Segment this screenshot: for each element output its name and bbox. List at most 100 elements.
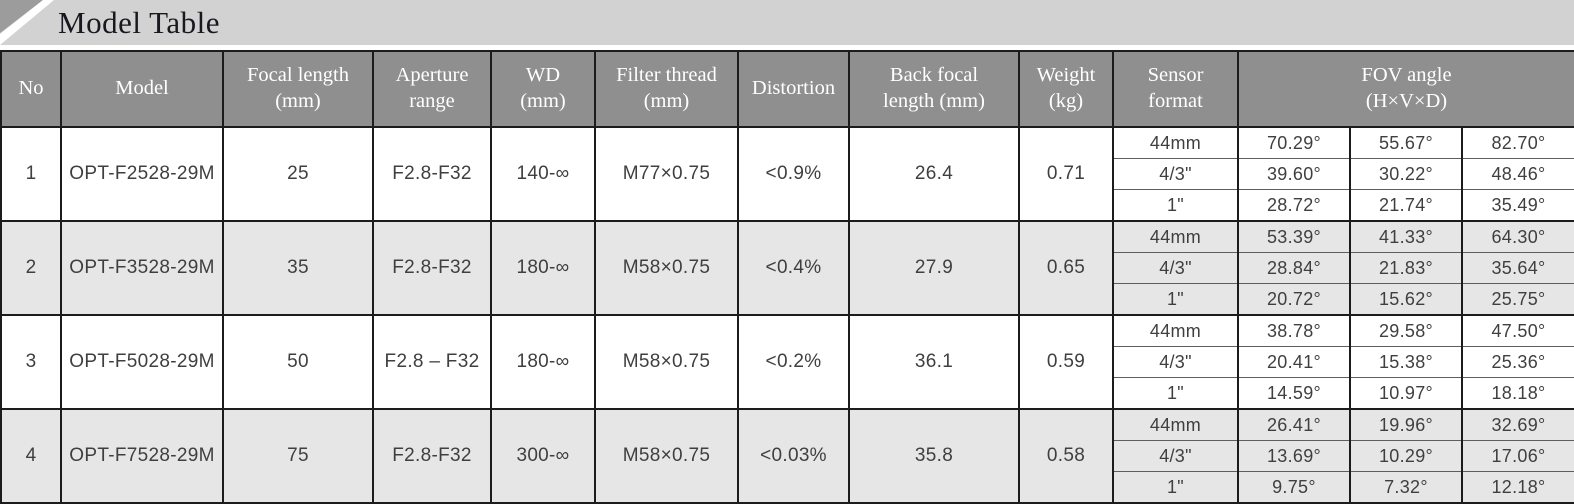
fov-h-cell: 26.41° [1237, 408, 1351, 441]
no-cell: 4 [0, 408, 62, 503]
aperture-range-cell: F2.8-F32 [372, 220, 492, 315]
fov-v-cell: 21.83° [1349, 252, 1463, 284]
fov-d-cell: 17.06° [1460, 440, 1574, 472]
fov-h-cell: 38.78° [1237, 314, 1351, 347]
distortion-cell: <0.9% [737, 126, 850, 221]
filter-thread-cell: M58×0.75 [594, 314, 739, 409]
sensor-format-cell: 1" [1112, 189, 1239, 221]
model-cell: OPT-F7528-29M [60, 408, 224, 503]
column-header-focal-length: Focal length (mm) [222, 50, 374, 128]
sensor-format-cell: 44mm [1112, 408, 1239, 441]
fov-v-cell: 30.22° [1349, 158, 1463, 190]
focal-length-cell: 75 [222, 408, 374, 503]
column-header-weight: Weight (kg) [1018, 50, 1114, 128]
fov-v-cell: 21.74° [1349, 189, 1463, 221]
sensor-format-cell: 44mm [1112, 220, 1239, 253]
table-row: 4/3" 28.84° 21.83° 35.64° [1, 252, 1574, 284]
fov-d-cell: 25.36° [1460, 346, 1574, 378]
back-focal-length-cell: 36.1 [848, 314, 1020, 409]
table-row: 1" 20.72° 15.62° 25.75° [1, 283, 1574, 315]
fov-h-cell: 70.29° [1237, 126, 1351, 159]
wd-cell: 180-∞ [490, 314, 596, 409]
wd-cell: 140-∞ [490, 126, 596, 221]
column-header-back-focal-length: Back focal length (mm) [848, 50, 1020, 128]
fov-v-cell: 29.58° [1349, 314, 1463, 347]
table-row: 3 OPT-F5028-29M 50 F2.8 – F32 180-∞ M58×0.75 <… [0, 314, 1574, 409]
sensor-format-cell: 44mm [1112, 314, 1239, 347]
fov-h-cell: 28.84° [1237, 252, 1351, 284]
sensor-format-cell: 4/3" [1112, 252, 1239, 284]
weight-cell: 0.65 [1018, 220, 1114, 315]
fov-v-cell: 10.29° [1349, 440, 1463, 472]
back-focal-length-cell: 27.9 [848, 220, 1020, 315]
distortion-cell: <0.4% [737, 220, 850, 315]
fov-d-cell: 35.49° [1460, 189, 1574, 221]
fov-h-cell: 13.69° [1237, 440, 1351, 472]
table-row: 4/3" 13.69° 10.29° 17.06° [1, 440, 1574, 472]
no-cell: 2 [0, 220, 62, 315]
fov-v-cell: 55.67° [1349, 126, 1463, 159]
table-header-row: No Model Focal length (mm) Aperture range WD… [0, 50, 1574, 128]
fov-d-cell: 48.46° [1460, 158, 1574, 190]
column-header-distortion: Distortion [737, 50, 850, 128]
fov-d-cell: 35.64° [1460, 252, 1574, 284]
table-row: 4 OPT-F7528-29M 75 F2.8-F32 300-∞ M58×0.75 <0.… [0, 408, 1574, 503]
page-title: Model Table [58, 5, 221, 40]
title-banner: Model Table [0, 0, 1574, 45]
aperture-range-cell: F2.8 – F32 [372, 314, 492, 409]
model-cell: OPT-F2528-29M [60, 126, 224, 221]
weight-cell: 0.71 [1018, 126, 1114, 221]
column-header-filter-thread: Filter thread (mm) [594, 50, 739, 128]
fov-d-cell: 47.50° [1460, 314, 1574, 347]
fov-d-cell: 18.18° [1460, 377, 1574, 409]
fov-v-cell: 15.62° [1349, 283, 1463, 315]
fov-d-cell: 12.18° [1460, 471, 1574, 503]
wd-cell: 180-∞ [490, 220, 596, 315]
fov-d-cell: 64.30° [1460, 220, 1574, 253]
banner-table-divider [0, 45, 1574, 50]
aperture-range-cell: F2.8-F32 [372, 126, 492, 221]
column-header-no: No [0, 50, 62, 128]
fov-d-cell: 82.70° [1460, 126, 1574, 159]
column-header-sensor-format: Sensor format [1112, 50, 1239, 128]
fov-h-cell: 39.60° [1237, 158, 1351, 190]
sensor-format-cell: 1" [1112, 377, 1239, 409]
fov-h-cell: 20.41° [1237, 346, 1351, 378]
filter-thread-cell: M58×0.75 [594, 220, 739, 315]
corner-decoration-icon [0, 0, 54, 45]
table-row: 1" 28.72° 21.74° 35.49° [1, 189, 1574, 221]
filter-thread-cell: M58×0.75 [594, 408, 739, 503]
sensor-format-cell: 4/3" [1112, 440, 1239, 472]
distortion-cell: <0.2% [737, 314, 850, 409]
column-header-model: Model [60, 50, 224, 128]
fov-v-cell: 7.32° [1349, 471, 1463, 503]
focal-length-cell: 25 [222, 126, 374, 221]
fov-v-cell: 41.33° [1349, 220, 1463, 253]
fov-d-cell: 32.69° [1460, 408, 1574, 441]
model-spec-table: No Model Focal length (mm) Aperture range WD… [0, 50, 1574, 504]
fov-h-cell: 9.75° [1237, 471, 1351, 503]
no-cell: 3 [0, 314, 62, 409]
sensor-format-cell: 4/3" [1112, 346, 1239, 378]
fov-h-cell: 14.59° [1237, 377, 1351, 409]
column-header-wd: WD (mm) [490, 50, 596, 128]
sensor-format-cell: 1" [1112, 471, 1239, 503]
no-cell: 1 [0, 126, 62, 221]
column-header-fov-angle: FOV angle (H×V×D) [1236, 50, 1574, 128]
sensor-format-cell: 44mm [1112, 126, 1239, 159]
table-row: 4/3" 39.60° 30.22° 48.46° [1, 158, 1574, 190]
column-header-aperture-range: Aperture range [372, 50, 492, 128]
back-focal-length-cell: 26.4 [848, 126, 1020, 221]
distortion-cell: <0.03% [737, 408, 850, 503]
sensor-format-cell: 1" [1112, 283, 1239, 315]
fov-h-cell: 28.72° [1237, 189, 1351, 221]
fov-h-cell: 20.72° [1237, 283, 1351, 315]
weight-cell: 0.58 [1018, 408, 1114, 503]
fov-d-cell: 25.75° [1460, 283, 1574, 315]
table-row: 1 OPT-F2528-29M 25 F2.8-F32 140-∞ M77×0.75 <0.… [0, 126, 1574, 221]
focal-length-cell: 50 [222, 314, 374, 409]
fov-v-cell: 19.96° [1349, 408, 1463, 441]
table-body: 1 OPT-F2528-29M 25 F2.8-F32 140-∞ M77×0.75 <0.… [0, 126, 1574, 503]
table-row: 1" 14.59° 10.97° 18.18° [1, 377, 1574, 409]
weight-cell: 0.59 [1018, 314, 1114, 409]
